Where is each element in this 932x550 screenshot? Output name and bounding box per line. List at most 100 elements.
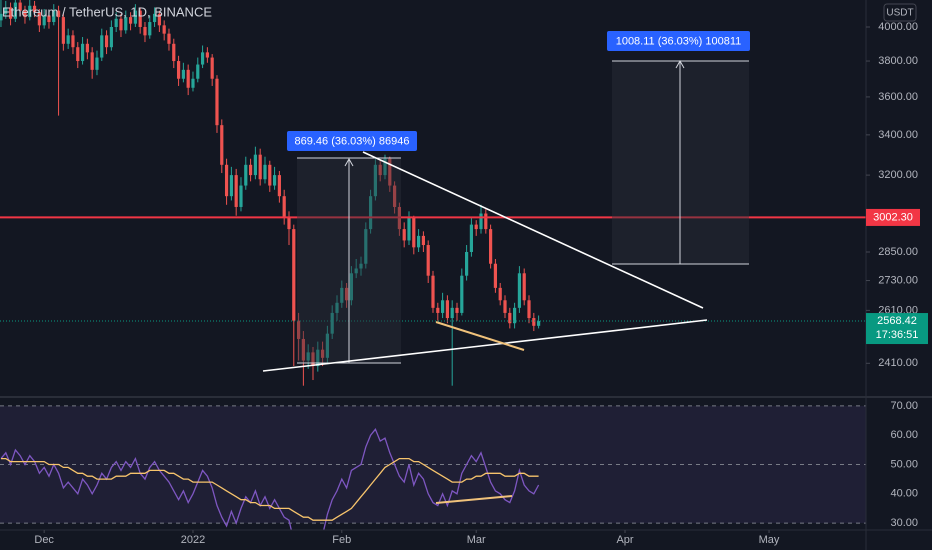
candle-body xyxy=(229,175,233,197)
candle-body xyxy=(383,158,387,176)
candle-body xyxy=(479,213,483,230)
y-tick-label: 2730.00 xyxy=(878,274,918,286)
x-tick-label: Feb xyxy=(332,534,351,546)
y-tick-label: 60.00 xyxy=(890,429,918,441)
candle-body xyxy=(325,333,329,358)
rsi-line xyxy=(0,428,540,530)
projection-label-box xyxy=(287,131,417,151)
candle-body xyxy=(421,235,425,246)
candle-body xyxy=(378,164,382,176)
candle-body xyxy=(489,229,493,264)
candle-body xyxy=(513,307,517,324)
candle-body xyxy=(47,15,51,23)
rsi-pane xyxy=(0,405,866,530)
candle-body xyxy=(258,154,262,180)
y-tick-label: 50.00 xyxy=(890,458,918,470)
candle-body xyxy=(196,64,200,79)
candle-body xyxy=(460,275,464,313)
candle-body xyxy=(191,78,195,88)
candle-body xyxy=(445,300,450,319)
candle-body xyxy=(56,10,61,18)
candle-body xyxy=(330,312,334,334)
candle-body xyxy=(162,25,166,34)
candle-body xyxy=(90,52,94,70)
candle-body xyxy=(253,154,257,176)
projection-label: 1008.11 (36.03%) 100811 xyxy=(616,35,742,47)
chart-title: Ethereum / TetherUS, 1D, BINANCE xyxy=(2,4,212,19)
candle-body xyxy=(104,35,109,48)
y-tick-label: 40.00 xyxy=(890,488,918,500)
candle-body xyxy=(167,33,171,44)
candle-body xyxy=(465,251,469,276)
candle-body xyxy=(340,287,344,303)
candle-body xyxy=(224,164,229,197)
candle-body xyxy=(431,275,435,308)
candle-body xyxy=(493,263,498,288)
projection-label-box xyxy=(607,31,750,51)
candle-body xyxy=(282,196,286,218)
y-tick-label: 2410.00 xyxy=(878,357,918,369)
candle-body xyxy=(537,321,541,326)
candle-body xyxy=(80,43,85,62)
candle-body xyxy=(244,164,248,186)
candle-body xyxy=(503,300,507,313)
candle-body xyxy=(205,52,209,58)
candle-body xyxy=(0,13,3,21)
x-tick-label: Dec xyxy=(34,534,54,546)
candle-body xyxy=(28,5,32,18)
candle-body xyxy=(128,17,133,24)
candle-body xyxy=(441,300,445,313)
candle-body xyxy=(311,352,315,367)
candle-body xyxy=(119,18,123,31)
candle-body xyxy=(306,352,310,361)
candle-body xyxy=(143,26,147,36)
arrow-head xyxy=(344,157,354,167)
candle-body xyxy=(373,164,377,197)
divergence-line xyxy=(435,495,513,504)
candle-body xyxy=(71,35,75,48)
candle-body xyxy=(335,302,339,313)
candle-body xyxy=(4,7,8,14)
candle-body xyxy=(277,175,281,197)
candle-body xyxy=(296,320,301,339)
candle-body xyxy=(234,175,238,207)
candle-body xyxy=(364,229,368,264)
candle-body xyxy=(316,349,320,367)
candle-body xyxy=(133,10,137,24)
candle-body xyxy=(210,57,214,79)
y-tick-label: 30.00 xyxy=(890,517,918,529)
trendline xyxy=(362,151,704,309)
candle-body xyxy=(301,338,305,361)
candle-body xyxy=(95,57,99,70)
candle-body xyxy=(37,12,41,26)
candle-body xyxy=(23,10,27,18)
candle-body xyxy=(124,17,128,31)
currency[interactable]: USDT xyxy=(886,8,913,19)
candle-body xyxy=(498,287,502,301)
candle-body xyxy=(220,125,224,165)
candle-body xyxy=(157,13,161,26)
candle-body xyxy=(508,312,512,324)
y-tick-label: 3800.00 xyxy=(878,55,918,67)
candle-body xyxy=(200,52,205,65)
candle-body xyxy=(474,224,478,230)
y-tick-label: 2850.00 xyxy=(878,246,918,258)
candle-body xyxy=(349,273,353,301)
candle-body xyxy=(172,43,176,62)
candle-body xyxy=(152,13,157,23)
arrow-head xyxy=(675,59,685,69)
candle-body xyxy=(239,185,243,207)
candle-body xyxy=(450,307,454,319)
price-level-label: 3002.30 xyxy=(873,211,913,223)
candle-body xyxy=(85,43,89,53)
candle-body xyxy=(18,2,22,11)
candle-body xyxy=(532,318,536,326)
candle-body xyxy=(354,268,358,274)
candle-body xyxy=(527,300,531,319)
last-price-box xyxy=(866,313,928,345)
currency-box[interactable] xyxy=(883,3,917,22)
candle-body xyxy=(263,164,267,180)
projection-label: 869.46 (36.03%) 86946 xyxy=(295,135,410,147)
y-tick-label: 3400.00 xyxy=(878,129,918,141)
candle-body xyxy=(455,307,459,313)
